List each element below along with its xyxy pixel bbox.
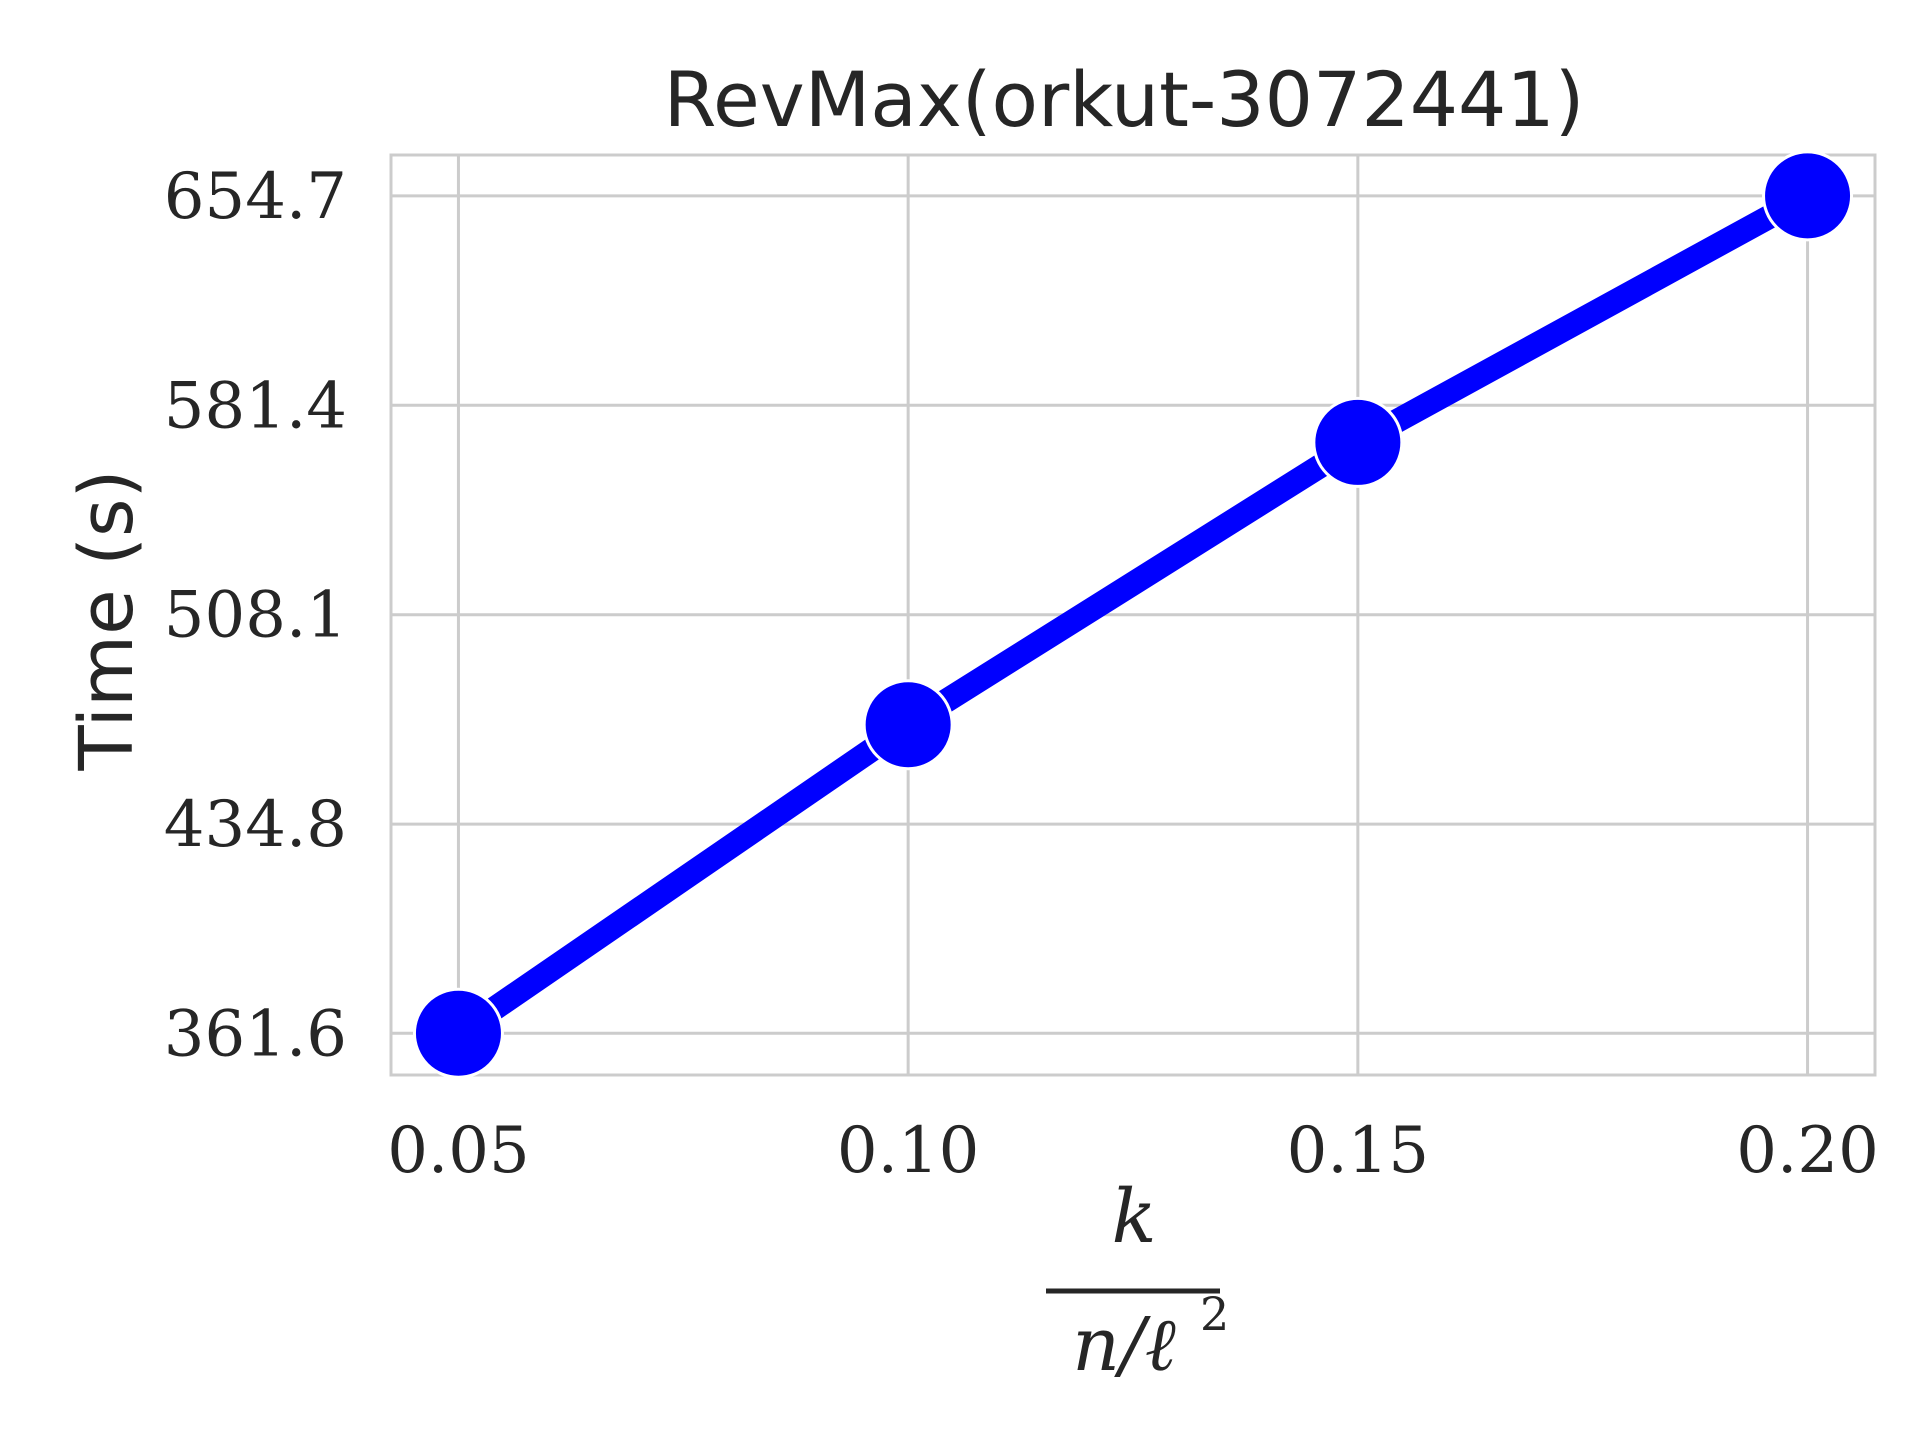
- y-tick-labels: 361.6 434.8 508.1 581.4 654.7: [164, 160, 347, 1071]
- x-tick-label: 0.15: [1287, 1114, 1430, 1188]
- chart-title: RevMax(orkut-3072441): [664, 55, 1585, 144]
- x-tick-label: 0.05: [387, 1114, 530, 1188]
- x-axis-label-denominator: n/ℓ: [1072, 1302, 1176, 1388]
- x-tick-label: 0.10: [837, 1114, 980, 1188]
- data-point: [412, 987, 504, 1079]
- data-point: [1312, 396, 1404, 488]
- y-tick-label: 654.7: [164, 160, 347, 234]
- data-point: [1762, 150, 1854, 242]
- y-tick-label: 434.8: [164, 788, 347, 862]
- grid: [391, 155, 1875, 1075]
- x-axis-label: k n/ℓ 2: [1046, 1174, 1229, 1388]
- y-tick-label: 581.4: [164, 369, 347, 443]
- x-tick-label: 0.20: [1736, 1114, 1879, 1188]
- x-axis-label-numerator: k: [1112, 1174, 1157, 1260]
- y-axis-label: Time (s): [64, 470, 150, 772]
- series-layer: [412, 150, 1854, 1079]
- y-tick-label: 508.1: [164, 579, 347, 653]
- data-point: [862, 679, 954, 771]
- x-axis-label-exponent: 2: [1200, 1287, 1229, 1341]
- plot-frame: [389, 153, 1877, 1077]
- y-tick-label: 361.6: [164, 997, 347, 1071]
- x-tick-labels: 0.05 0.10 0.15 0.20: [387, 1114, 1879, 1188]
- series-line: [446, 183, 1820, 1046]
